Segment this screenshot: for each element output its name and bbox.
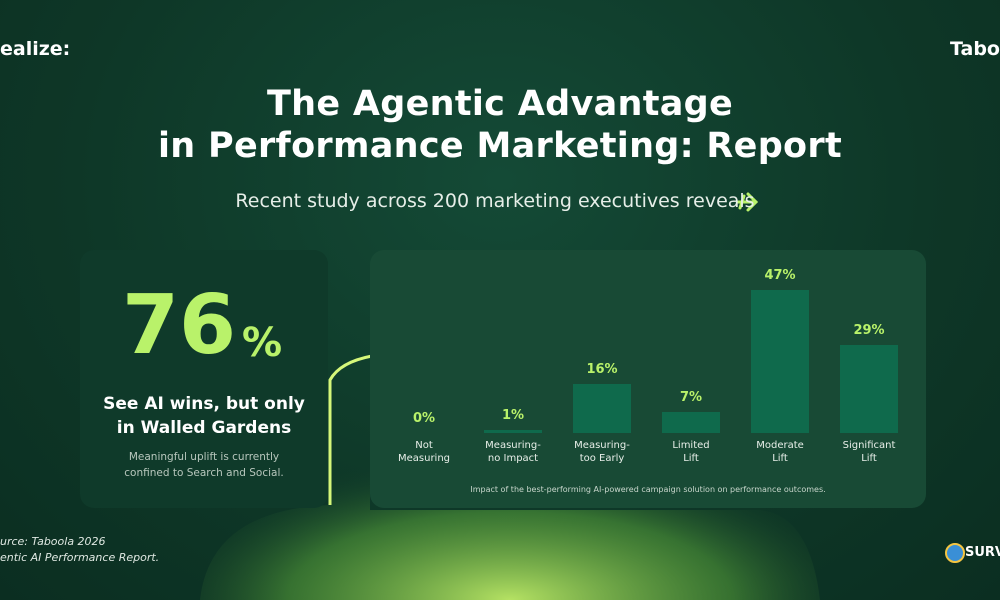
stat-headline: See AI wins, but only bbox=[103, 394, 305, 414]
value-label: 1% bbox=[501, 407, 525, 423]
stat-headline: in Walled Gardens bbox=[116, 418, 292, 438]
stat-note: Meaningful uplift is currently bbox=[128, 451, 280, 463]
category-label: Limited Lift bbox=[672, 440, 710, 464]
value-label: 29% bbox=[853, 322, 885, 338]
category-label: Not Measuring bbox=[397, 440, 451, 464]
bar bbox=[573, 384, 631, 433]
chart-card: 0% Not Measuring 1% Measuring- no Impact 16%… bbox=[370, 250, 926, 508]
logo-left: ealize: bbox=[0, 38, 71, 60]
value-label: 47% bbox=[764, 268, 796, 283]
value-label: 0% bbox=[412, 411, 436, 426]
subtitle: Recent study across 200 marketing execut… bbox=[235, 190, 755, 212]
title-line: in Performance Marketing: Report bbox=[158, 126, 842, 166]
title-line: The Agentic Advantage bbox=[266, 84, 734, 124]
bar bbox=[840, 344, 898, 433]
value-label: 7% bbox=[679, 389, 703, 405]
source-line: entic AI Performance Report. bbox=[0, 551, 160, 564]
category-label: Measuring- no Impact bbox=[485, 440, 541, 464]
logo-right: Taboo bbox=[950, 38, 1000, 60]
sparkle-arrow bbox=[736, 192, 759, 212]
stat-unit: % bbox=[242, 320, 283, 366]
glow-edge bbox=[328, 354, 373, 505]
category-label: Moderate Lift bbox=[756, 440, 804, 464]
source-line: urce: Taboola 2026 bbox=[0, 535, 106, 548]
bar bbox=[751, 290, 809, 433]
stat-value: 76 bbox=[122, 278, 237, 373]
bar bbox=[662, 411, 720, 433]
stat-note: confined to Search and Social. bbox=[124, 467, 284, 479]
chart-caption: Impact of the best-performing AI-powered… bbox=[470, 485, 826, 494]
category-label: Significant Lift bbox=[842, 440, 896, 464]
survey-icon bbox=[945, 543, 965, 563]
footer-logo: SURV bbox=[965, 545, 1000, 560]
bar bbox=[484, 429, 542, 433]
glow-arc bbox=[200, 355, 820, 600]
category-label: Measuring- too Early bbox=[574, 440, 630, 464]
stat-card bbox=[80, 250, 328, 508]
value-label: 16% bbox=[586, 362, 618, 378]
